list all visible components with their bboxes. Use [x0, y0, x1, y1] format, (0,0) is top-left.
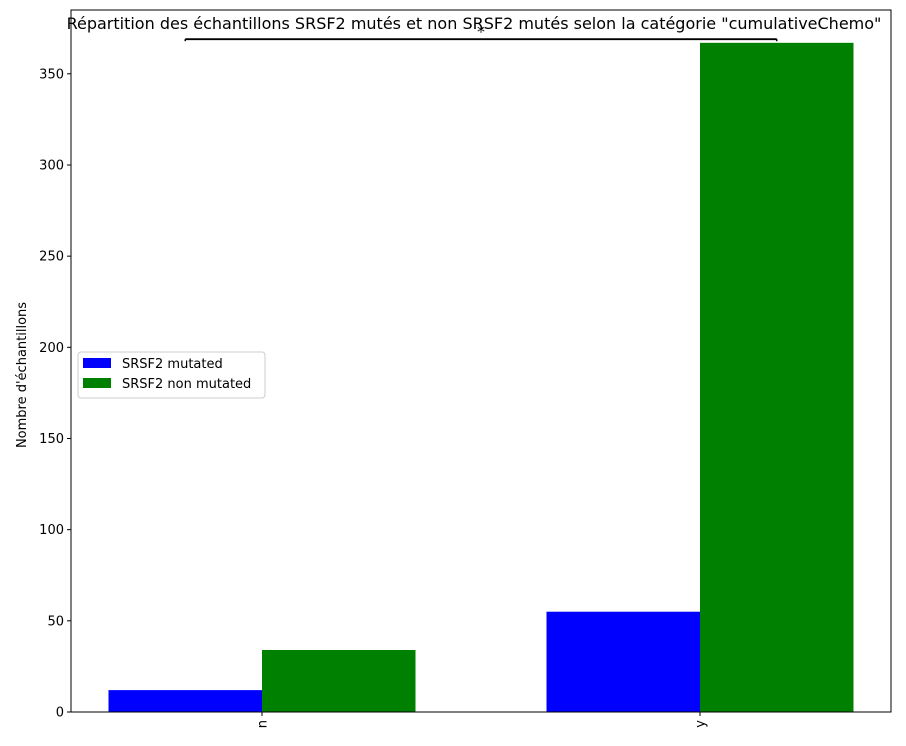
legend-swatch: [83, 358, 111, 368]
bar-non-mutated-y: [700, 42, 854, 712]
y-tick-label: 100: [39, 523, 64, 538]
bar-mutated-y: [546, 611, 700, 712]
x-tick-label: y: [694, 720, 709, 728]
y-axis-label: Nombre d'échantillons: [15, 302, 30, 448]
y-tick-label: 350: [39, 67, 64, 82]
significance-star: *: [477, 22, 485, 41]
y-tick-label: 200: [39, 341, 64, 356]
chart-title: Répartition des échantillons SRSF2 mutés…: [67, 14, 882, 33]
bar-mutated-n: [108, 690, 262, 712]
legend-label: SRSF2 non mutated: [122, 377, 251, 392]
x-tick-label: n: [256, 720, 271, 728]
plot-area: 0 50 100 150 200 250 300 350 n y *: [39, 22, 854, 728]
y-tick-label: 150: [39, 432, 64, 447]
legend-box: [77, 351, 266, 399]
y-tick-label: 50: [47, 614, 64, 629]
legend-swatch: [83, 378, 111, 388]
legend-label: SRSF2 mutated: [122, 357, 223, 372]
plot-frame: [70, 9, 892, 713]
legend: SRSF2 mutated SRSF2 non mutated: [77, 351, 266, 399]
y-tick-label: 250: [39, 250, 64, 265]
y-tick-label: 300: [39, 158, 64, 173]
bar-non-mutated-n: [262, 650, 416, 712]
y-tick-label: 0: [56, 706, 64, 721]
